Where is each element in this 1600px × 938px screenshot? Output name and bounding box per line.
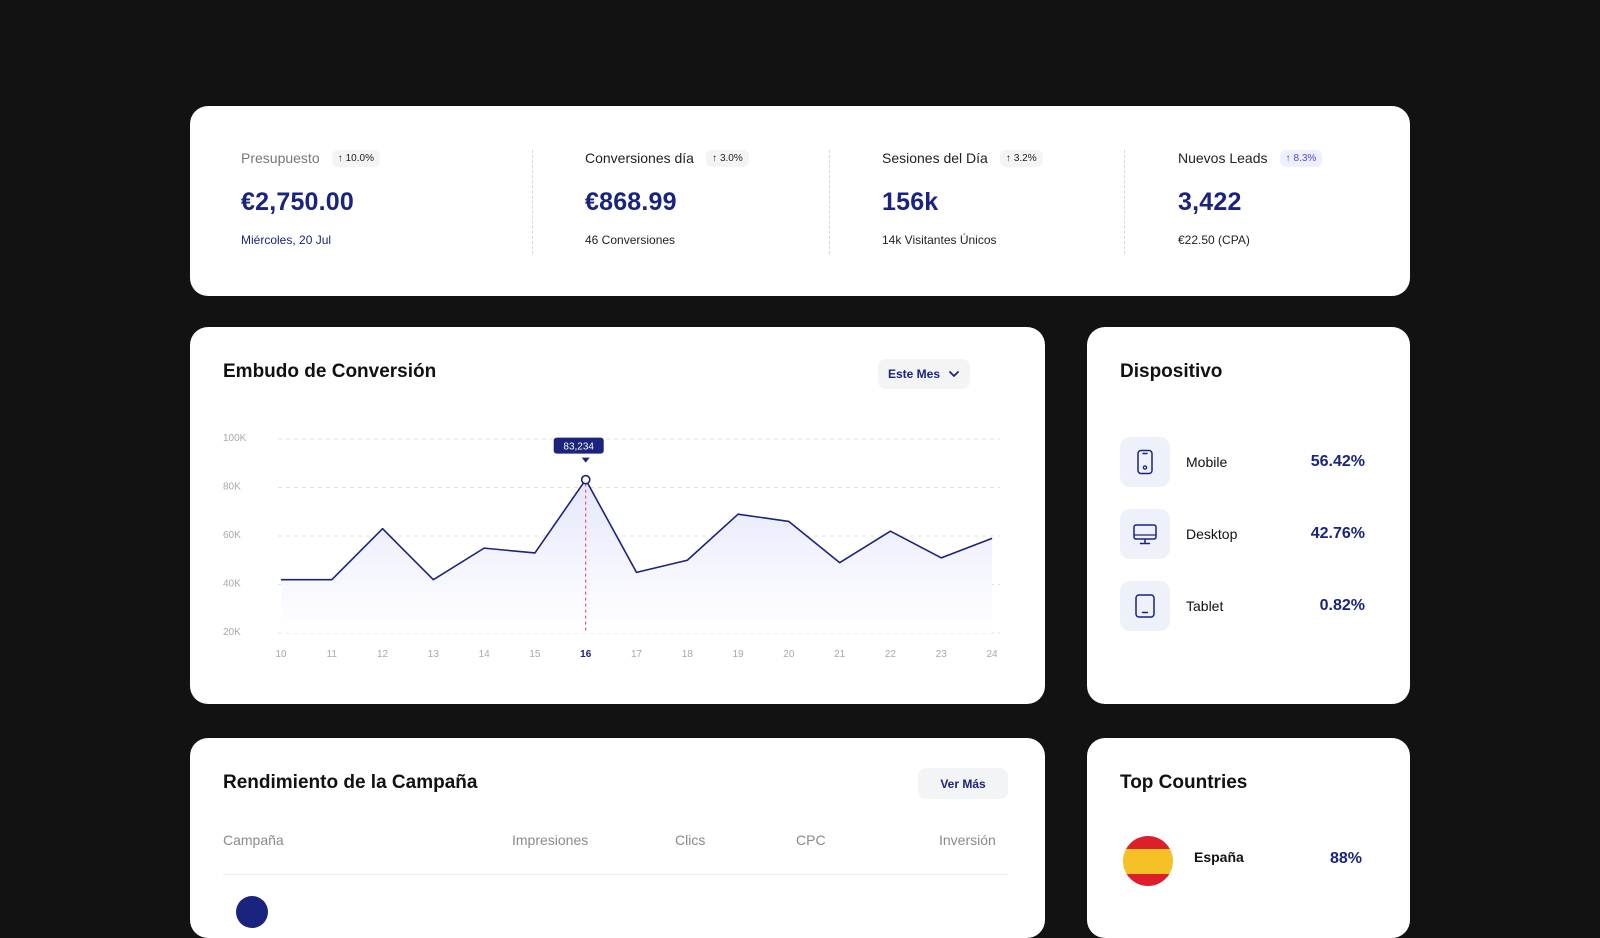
y-tick-label: 100K: [223, 433, 247, 444]
device-card: Dispositivo Mobile 56.42% Desktop 42.76%…: [1087, 327, 1410, 704]
kpi-sessions: Sesiones del Día ↑3.2% 156k 14k Visitant…: [882, 146, 1043, 247]
top-countries-card: Top Countries España 88%: [1087, 738, 1410, 938]
kpi-label: Nuevos Leads: [1178, 150, 1268, 166]
card-title: Top Countries: [1120, 772, 1247, 794]
x-tick-label: 19: [733, 649, 745, 660]
mobile-icon: [1120, 437, 1170, 487]
kpi-value: 3,422: [1178, 188, 1322, 217]
device-name: Mobile: [1186, 454, 1311, 470]
arrow-up-icon: ↑: [338, 153, 343, 164]
table-divider: [223, 874, 1008, 875]
x-tick-label: 16: [580, 649, 592, 660]
kpi-change-badge: ↑8.3%: [1280, 150, 1323, 167]
y-tick-label: 60K: [223, 530, 241, 541]
x-tick-label: 11: [327, 649, 338, 660]
y-tick-label: 40K: [223, 579, 241, 590]
x-tick-label: 15: [529, 649, 541, 660]
country-percentage: 88%: [1330, 850, 1362, 868]
x-tick-label: 24: [986, 649, 998, 660]
conversion-line-chart: 100K 80K 60K 40K 20K 10 11 12 13 14 15 16 17 18 19 20 21…: [190, 327, 1045, 704]
kpi-divider: [829, 150, 830, 254]
kpi-change-badge: ↑3.0%: [706, 150, 749, 167]
x-tick-label: 14: [479, 649, 491, 660]
kpi-subtext: Miércoles, 20 Jul: [241, 233, 380, 247]
device-name: Desktop: [1186, 526, 1311, 542]
area-fill: [281, 480, 992, 633]
column-header-impressions[interactable]: Impresiones: [512, 832, 588, 848]
column-header-clicks[interactable]: Clics: [675, 832, 705, 848]
x-tick-label: 21: [834, 649, 846, 660]
device-percentage: 42.76%: [1311, 525, 1365, 543]
campaign-performance-card: Rendimiento de la Campaña Ver Más Campañ…: [190, 738, 1045, 938]
country-name: España: [1194, 849, 1244, 865]
kpi-change-badge: ↑10.0%: [332, 150, 380, 167]
kpi-value: €2,750.00: [241, 188, 380, 217]
arrow-up-icon: ↑: [712, 153, 717, 164]
x-tick-label: 12: [377, 649, 389, 660]
kpi-subtext: 14k Visitantes Únicos: [882, 233, 1043, 247]
kpi-divider: [1124, 150, 1125, 254]
kpi-label: Conversiones día: [585, 150, 694, 166]
card-title: Dispositivo: [1120, 361, 1222, 383]
spain-flag-icon: [1123, 836, 1173, 886]
kpi-value: 156k: [882, 188, 1043, 217]
kpi-value: €868.99: [585, 188, 749, 217]
kpi-subtext: €22.50 (CPA): [1178, 233, 1322, 247]
tooltip-label: 83,234: [563, 442, 594, 453]
kpi-subtext: 46 Conversiones: [585, 233, 749, 247]
kpi-divider: [532, 150, 533, 254]
campaign-avatar: [236, 896, 268, 928]
y-tick-label: 80K: [223, 482, 241, 493]
card-title: Rendimiento de la Campaña: [223, 772, 477, 794]
y-tick-label: 20K: [223, 627, 241, 638]
highlight-point: [582, 476, 590, 484]
kpi-budget: Presupuesto ↑10.0% €2,750.00 Miércoles, …: [241, 146, 380, 247]
kpi-conversions: Conversiones día ↑3.0% €868.99 46 Conver…: [585, 146, 749, 247]
x-tick-label: 10: [275, 649, 287, 660]
column-header-investment[interactable]: Inversión: [939, 832, 996, 848]
device-row-tablet: Tablet 0.82%: [1120, 581, 1365, 631]
device-percentage: 0.82%: [1320, 597, 1365, 615]
arrow-up-icon: ↑: [1286, 153, 1291, 164]
device-percentage: 56.42%: [1311, 453, 1365, 471]
x-tick-label: 20: [783, 649, 795, 660]
desktop-icon: [1120, 509, 1170, 559]
x-tick-label: 23: [936, 649, 948, 660]
x-tick-label: 22: [885, 649, 897, 660]
see-more-button[interactable]: Ver Más: [918, 768, 1008, 799]
device-row-desktop: Desktop 42.76%: [1120, 509, 1365, 559]
kpi-change-badge: ↑3.2%: [1000, 150, 1043, 167]
x-tick-label: 17: [631, 649, 643, 660]
kpi-label: Presupuesto: [241, 150, 320, 166]
x-tick-label: 13: [428, 649, 440, 660]
x-tick-label: 18: [682, 649, 694, 660]
kpi-label: Sesiones del Día: [882, 150, 988, 166]
column-header-cpc[interactable]: CPC: [796, 832, 826, 848]
device-row-mobile: Mobile 56.42%: [1120, 437, 1365, 487]
kpi-summary-card: Presupuesto ↑10.0% €2,750.00 Miércoles, …: [190, 106, 1410, 296]
arrow-up-icon: ↑: [1006, 153, 1011, 164]
device-name: Tablet: [1186, 598, 1320, 614]
kpi-leads: Nuevos Leads ↑8.3% 3,422 €22.50 (CPA): [1178, 146, 1322, 247]
tablet-icon: [1120, 581, 1170, 631]
column-header-campaign[interactable]: Campaña: [223, 832, 284, 848]
tooltip-pointer: [582, 458, 590, 463]
